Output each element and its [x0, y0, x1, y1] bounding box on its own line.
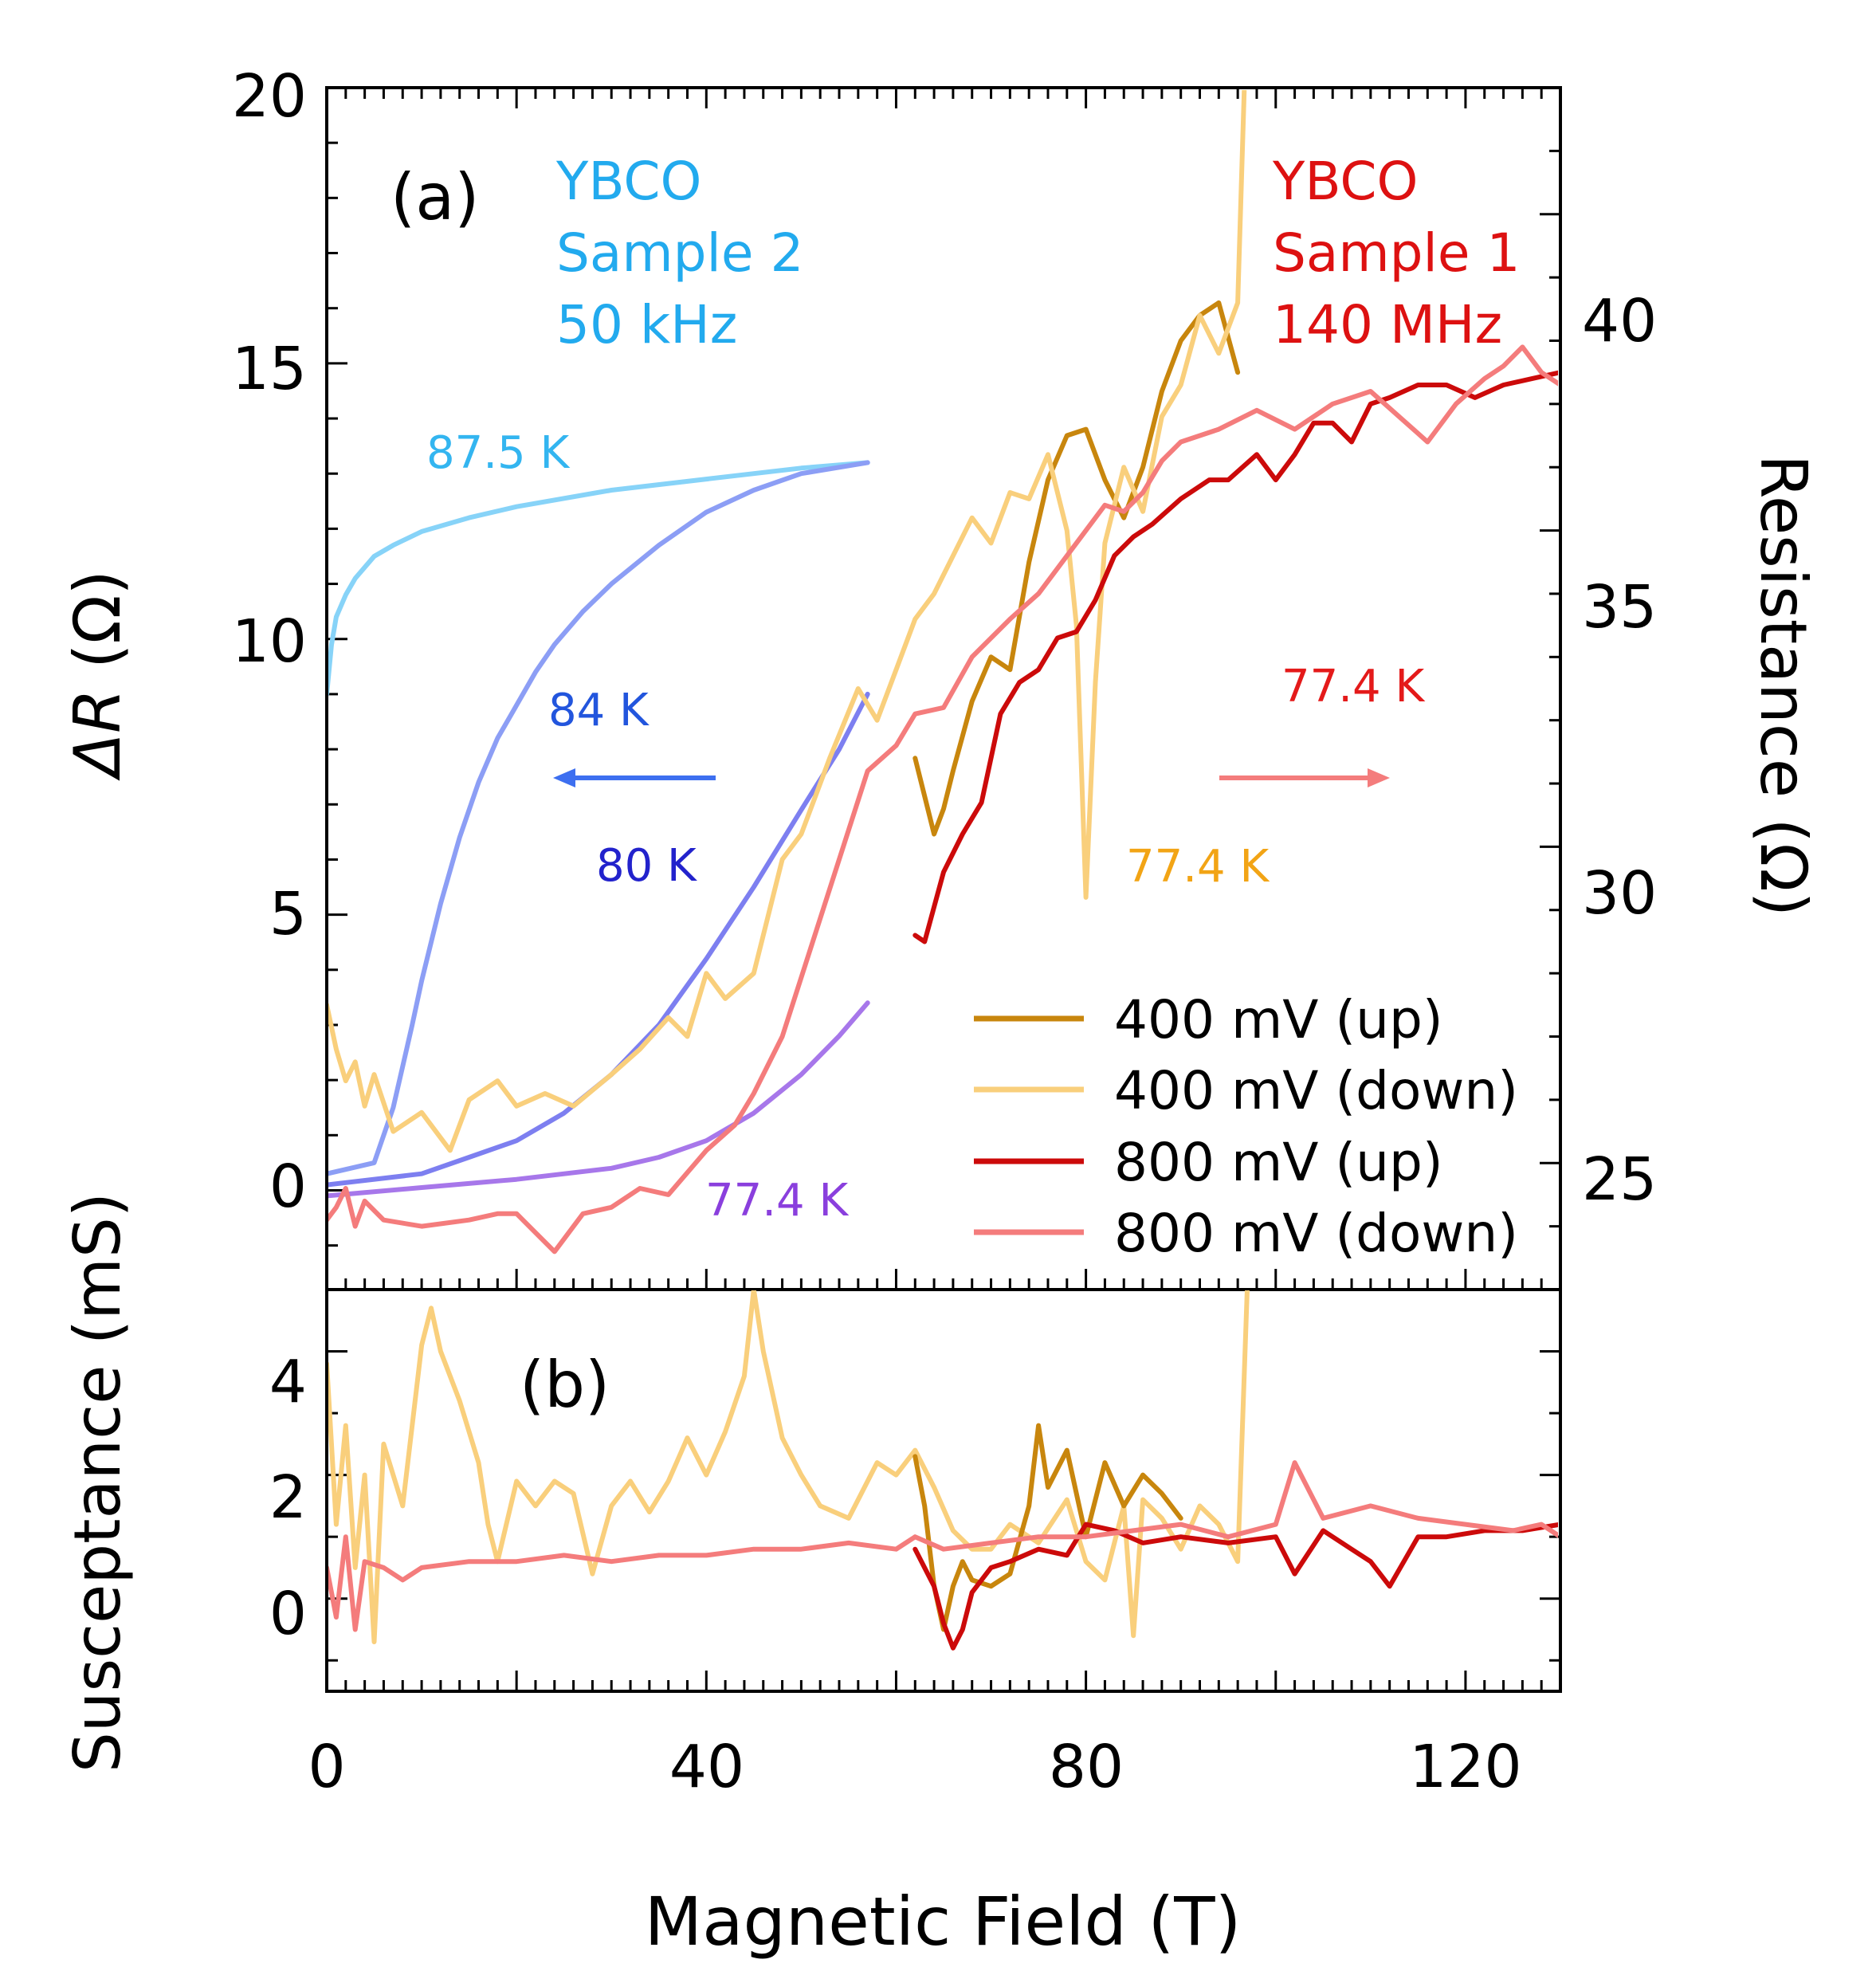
- left-y-tick-labels: 0 5 10 15 20: [232, 62, 307, 1221]
- sample2-label: YBCO Sample 2 50 kHz: [555, 151, 803, 355]
- label-87-5k: 87.5 K: [426, 427, 570, 479]
- b-ytick-label: 4: [269, 1348, 307, 1416]
- right-axis-arrow: [1219, 768, 1390, 787]
- legend-label-800-up: 800 mV (up): [1114, 1132, 1443, 1193]
- right-y-axis-title: Resistance (Ω): [1746, 454, 1820, 917]
- right-y-tick-labels: 25 30 35 40: [1582, 287, 1657, 1214]
- xtick-label: 0: [308, 1733, 345, 1801]
- panel-b-label: (b): [520, 1348, 610, 1422]
- series-b-800-mv-down: [328, 1460, 1558, 1632]
- label-77-4k-red: 77.4 K: [1281, 661, 1425, 713]
- legend: 400 mV (up) 400 mV (down) 800 mV (up) 80…: [974, 989, 1518, 1264]
- left-ytick-label: 0: [269, 1152, 307, 1221]
- sample1-label-line: YBCO: [1272, 151, 1418, 212]
- sample2-label-line: Sample 2: [556, 222, 803, 284]
- label-77-4k-orange: 77.4 K: [1126, 841, 1270, 893]
- label-80k: 80 K: [596, 840, 697, 892]
- sample2-label-line: YBCO: [555, 151, 701, 212]
- right-ytick-label: 25: [1582, 1145, 1657, 1214]
- xtick-label: 80: [1049, 1733, 1124, 1801]
- left-y-axis-title: ΔR (Ω): [61, 570, 135, 781]
- right-ytick-label: 35: [1582, 573, 1657, 642]
- label-77-4k-purple: 77.4 K: [705, 1175, 849, 1227]
- x-axis-title: Magnetic Field (T): [645, 1883, 1242, 1961]
- legend-label-800-down: 800 mV (down): [1114, 1203, 1518, 1264]
- series-a-77-4-k: [328, 1000, 870, 1199]
- left-axis-arrow: [553, 768, 716, 787]
- left-ytick-label: 15: [232, 335, 307, 403]
- right-ytick-label: 40: [1582, 287, 1657, 355]
- sample1-label: YBCO Sample 1 140 MHz: [1272, 151, 1520, 355]
- series-a-400-mv-down: [328, 90, 1247, 1153]
- axis-ticks: [325, 86, 1562, 1691]
- series-b-800-mv-up: [912, 1522, 1558, 1651]
- series-a-84-k: [328, 460, 870, 1176]
- sample2-label-line: 50 kHz: [556, 294, 737, 355]
- xtick-label: 40: [669, 1733, 744, 1801]
- temperature-annotations: 87.5 K 84 K 80 K 77.4 K 77.4 K 77.4 K: [426, 427, 1425, 1227]
- x-tick-labels: 0 40 80 120: [308, 1733, 1521, 1801]
- panel-a-series: [328, 90, 1558, 1255]
- panel-b-series: [328, 1290, 1558, 1651]
- label-84k: 84 K: [548, 685, 650, 736]
- series-a-80-k: [328, 691, 870, 1188]
- legend-label-400-up: 400 mV (up): [1114, 989, 1443, 1050]
- sample1-label-line: Sample 1: [1273, 222, 1520, 284]
- right-ytick-label: 30: [1582, 859, 1657, 928]
- panel-b-frame: [325, 1288, 1562, 1693]
- b-ytick-label: 2: [269, 1463, 307, 1532]
- legend-label-400-down: 400 mV (down): [1114, 1060, 1518, 1121]
- b-ytick-label: 0: [269, 1580, 307, 1648]
- series-b-400-mv-down: [328, 1290, 1250, 1644]
- panel-b-y-axis-title: Susceptance (mS): [61, 1192, 135, 1773]
- panel-a-label: (a): [391, 160, 479, 234]
- series-a-87-5-k: [328, 460, 870, 697]
- sample1-label-line: 140 MHz: [1273, 294, 1502, 355]
- panel-b-y-tick-labels: 0 2 4: [269, 1348, 307, 1648]
- left-ytick-label: 10: [232, 607, 307, 676]
- series-a-400-mv-up: [912, 300, 1241, 837]
- xtick-label: 120: [1409, 1733, 1521, 1801]
- series-a-800-mv-down: [328, 344, 1558, 1255]
- left-ytick-label: 5: [269, 880, 307, 948]
- left-ytick-label: 20: [232, 62, 307, 131]
- series-a-800-mv-up: [912, 370, 1558, 944]
